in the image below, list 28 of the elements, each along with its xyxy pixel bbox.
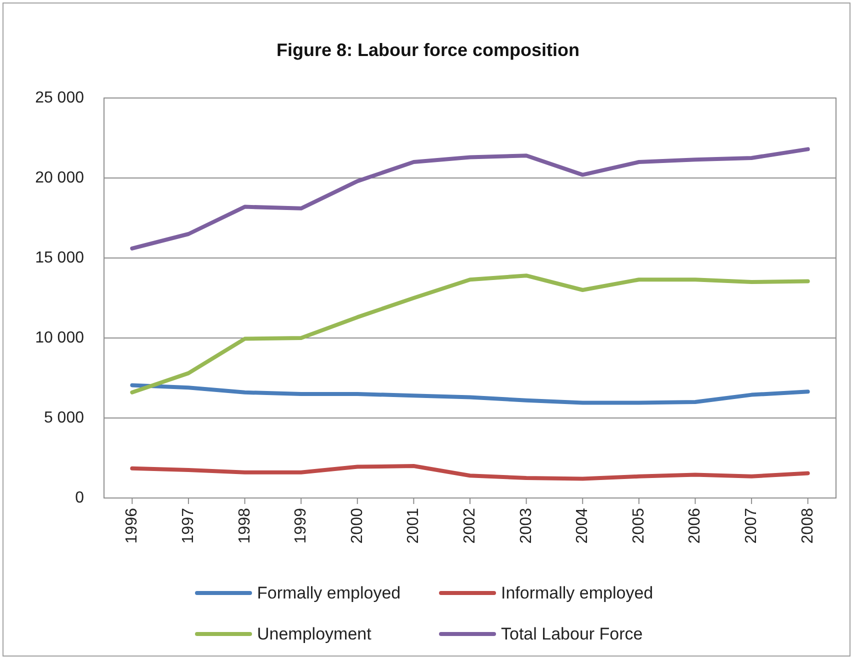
y-tick-label: 10 000 bbox=[35, 330, 84, 346]
chart-title: Figure 8: Labour force composition bbox=[276, 40, 580, 60]
legend-label: Unemployment bbox=[257, 624, 372, 644]
x-tick-label: 1997 bbox=[180, 508, 197, 544]
x-tick-label: 2004 bbox=[574, 508, 592, 544]
line-series bbox=[130, 383, 810, 405]
x-tick-label: 2005 bbox=[630, 508, 648, 544]
x-tick-label: 2001 bbox=[405, 508, 422, 544]
y-tick-label: 25 000 bbox=[35, 90, 84, 106]
y-tick-label: 5 000 bbox=[44, 410, 84, 426]
y-tick-label: 0 bbox=[75, 490, 84, 506]
line-series bbox=[130, 464, 810, 481]
x-tick-label: 2002 bbox=[462, 508, 478, 544]
x-tick-label: 2007 bbox=[743, 508, 760, 544]
y-tick-label: 15 000 bbox=[35, 250, 84, 266]
line-series bbox=[130, 147, 810, 250]
x-tick-label: 1999 bbox=[292, 508, 310, 544]
x-tick-label: 2006 bbox=[686, 508, 704, 544]
x-tick-label: 2003 bbox=[518, 508, 535, 544]
legend-label: Total Labour Force bbox=[501, 624, 643, 644]
x-tick-label: 1998 bbox=[236, 508, 254, 544]
x-tick-label: 1996 bbox=[124, 508, 141, 544]
legend-label: Informally employed bbox=[501, 584, 654, 602]
x-tick-label: 2000 bbox=[348, 508, 366, 544]
y-tick-label: 20 000 bbox=[35, 170, 84, 186]
legend-label: Formally employed bbox=[257, 584, 401, 602]
x-tick-label: 2008 bbox=[799, 508, 816, 544]
line-series bbox=[130, 274, 810, 394]
